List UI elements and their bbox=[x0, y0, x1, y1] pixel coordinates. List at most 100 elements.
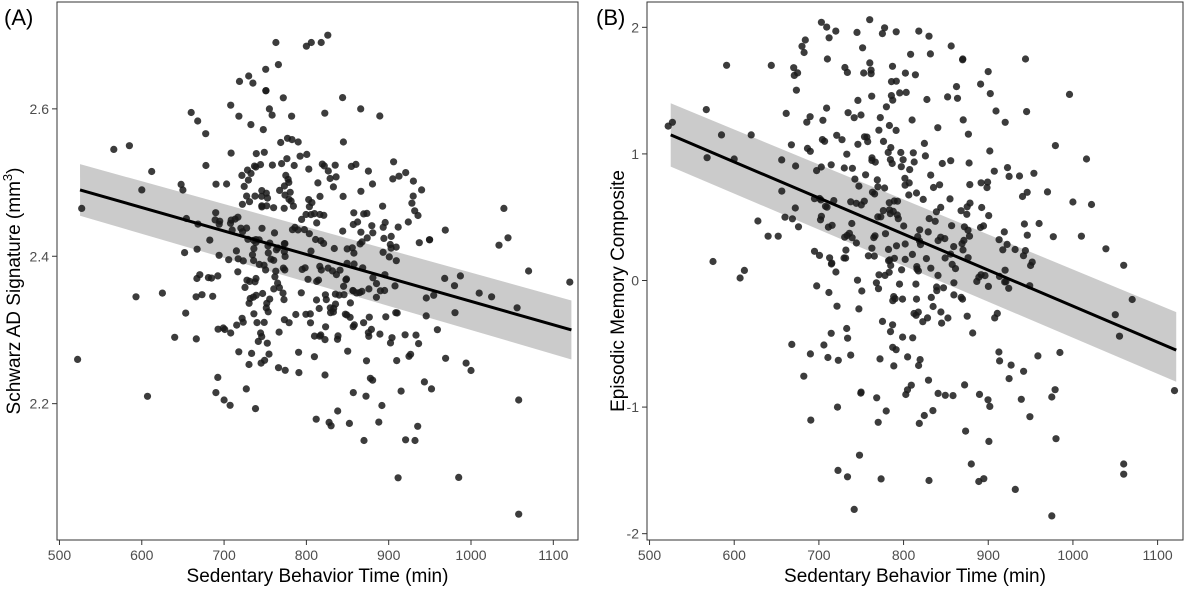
data-point bbox=[798, 42, 806, 50]
data-point bbox=[937, 203, 945, 211]
data-point bbox=[895, 280, 904, 288]
data-point bbox=[74, 355, 82, 363]
data-point bbox=[1115, 332, 1124, 340]
data-point bbox=[923, 95, 931, 104]
data-point bbox=[234, 213, 242, 221]
data-point bbox=[312, 296, 321, 304]
data-point bbox=[408, 199, 416, 207]
data-point bbox=[1011, 245, 1019, 254]
data-point bbox=[364, 167, 372, 175]
data-point bbox=[833, 403, 842, 411]
data-point bbox=[138, 186, 146, 194]
data-point bbox=[270, 204, 278, 212]
data-point bbox=[263, 194, 272, 202]
data-point bbox=[227, 216, 235, 224]
panel-label: (B) bbox=[596, 5, 625, 30]
data-point bbox=[932, 208, 941, 216]
data-point bbox=[206, 236, 214, 244]
data-point bbox=[965, 232, 974, 240]
data-point bbox=[1120, 470, 1128, 478]
data-point bbox=[281, 240, 289, 248]
data-point bbox=[907, 50, 915, 58]
data-point bbox=[800, 372, 808, 380]
data-point bbox=[747, 131, 755, 139]
data-point bbox=[937, 308, 945, 316]
x-tick-label: 600 bbox=[130, 547, 154, 563]
data-point bbox=[916, 226, 924, 234]
data-point bbox=[262, 87, 270, 95]
data-point bbox=[307, 211, 315, 219]
data-point bbox=[330, 304, 338, 312]
data-point bbox=[866, 16, 874, 24]
data-point bbox=[781, 213, 789, 221]
data-point bbox=[316, 192, 324, 200]
data-point bbox=[923, 314, 932, 322]
data-point bbox=[919, 195, 927, 203]
data-point bbox=[283, 155, 291, 163]
data-point bbox=[223, 180, 231, 188]
data-point bbox=[286, 188, 294, 196]
data-point bbox=[260, 318, 268, 326]
data-point bbox=[806, 113, 814, 121]
data-point bbox=[344, 347, 352, 355]
data-point bbox=[312, 415, 320, 423]
data-point bbox=[881, 230, 890, 238]
data-point bbox=[280, 316, 288, 324]
data-point bbox=[340, 291, 348, 299]
data-point bbox=[194, 117, 202, 125]
data-point bbox=[901, 174, 909, 182]
data-point bbox=[294, 138, 302, 146]
data-point bbox=[767, 61, 775, 69]
data-point bbox=[1005, 284, 1013, 292]
data-point bbox=[441, 274, 449, 282]
data-point bbox=[941, 254, 949, 262]
y-axis-title-main: Episodic Memory Composite bbox=[608, 170, 629, 412]
data-point bbox=[888, 62, 897, 70]
data-point bbox=[901, 69, 910, 77]
data-point bbox=[817, 212, 826, 220]
data-point bbox=[934, 389, 942, 397]
data-point bbox=[242, 385, 250, 393]
data-point bbox=[332, 271, 340, 279]
data-point bbox=[984, 396, 992, 404]
data-point bbox=[902, 88, 910, 96]
data-point bbox=[803, 118, 811, 126]
data-point bbox=[215, 251, 223, 259]
data-point bbox=[238, 171, 246, 179]
data-point bbox=[317, 38, 325, 47]
data-point bbox=[368, 180, 377, 188]
data-point bbox=[310, 353, 318, 361]
data-point bbox=[984, 68, 992, 76]
data-point bbox=[250, 256, 258, 265]
data-point bbox=[934, 271, 942, 279]
data-point bbox=[926, 50, 935, 58]
data-point bbox=[890, 362, 898, 370]
data-point bbox=[296, 152, 304, 160]
data-point bbox=[821, 202, 830, 210]
data-point bbox=[925, 476, 933, 485]
data-point bbox=[433, 326, 441, 334]
data-point bbox=[823, 23, 831, 31]
data-point bbox=[294, 226, 302, 234]
data-point bbox=[946, 195, 954, 203]
data-point bbox=[854, 96, 862, 104]
data-point bbox=[308, 199, 316, 207]
data-point bbox=[924, 376, 933, 384]
data-point bbox=[271, 273, 279, 281]
data-point bbox=[220, 396, 228, 404]
data-point bbox=[253, 319, 261, 327]
data-point bbox=[868, 244, 876, 252]
data-point bbox=[1019, 252, 1028, 260]
data-point bbox=[848, 234, 856, 242]
data-point bbox=[298, 265, 306, 273]
x-tick-label: 1100 bbox=[538, 547, 568, 563]
data-point bbox=[265, 350, 273, 358]
data-point bbox=[368, 222, 376, 230]
data-point bbox=[1056, 348, 1064, 357]
data-point bbox=[881, 184, 889, 192]
data-point bbox=[307, 38, 315, 47]
data-point bbox=[233, 321, 241, 329]
data-point bbox=[279, 94, 287, 102]
data-point bbox=[889, 297, 897, 305]
data-point bbox=[878, 317, 887, 325]
